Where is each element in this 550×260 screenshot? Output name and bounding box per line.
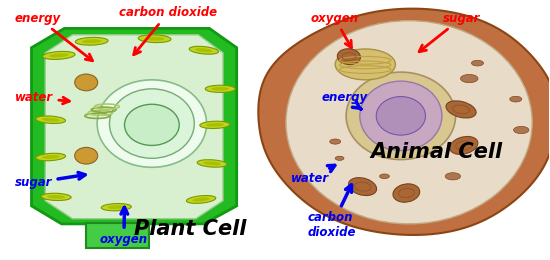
Circle shape (460, 74, 478, 83)
Ellipse shape (200, 121, 230, 128)
Ellipse shape (360, 81, 442, 151)
Ellipse shape (335, 49, 395, 80)
Ellipse shape (36, 116, 65, 124)
Ellipse shape (75, 147, 98, 164)
Ellipse shape (42, 118, 59, 122)
Ellipse shape (145, 37, 164, 41)
Text: energy: energy (15, 12, 92, 61)
Ellipse shape (138, 35, 171, 43)
Ellipse shape (49, 53, 69, 57)
Text: energy: energy (322, 91, 367, 109)
Ellipse shape (205, 85, 235, 93)
Ellipse shape (107, 205, 125, 209)
Text: Animal Cell: Animal Cell (370, 142, 503, 162)
Circle shape (510, 96, 522, 102)
Ellipse shape (82, 39, 102, 43)
Ellipse shape (376, 96, 426, 135)
Polygon shape (45, 35, 223, 219)
Text: sugar: sugar (15, 172, 85, 189)
Circle shape (514, 126, 529, 134)
Text: sugar: sugar (419, 12, 480, 52)
Ellipse shape (36, 153, 65, 161)
Ellipse shape (446, 101, 476, 118)
Ellipse shape (189, 46, 218, 54)
Ellipse shape (124, 104, 179, 145)
Ellipse shape (195, 48, 213, 52)
Ellipse shape (349, 178, 377, 196)
Text: oxygen: oxygen (100, 207, 148, 246)
Ellipse shape (101, 204, 131, 211)
Circle shape (445, 173, 460, 180)
Text: water: water (292, 165, 335, 185)
Ellipse shape (206, 123, 224, 127)
Bar (86, 223, 149, 248)
Ellipse shape (75, 74, 98, 91)
Ellipse shape (97, 80, 207, 167)
Polygon shape (258, 9, 550, 235)
Ellipse shape (346, 72, 455, 160)
Ellipse shape (450, 136, 478, 154)
Ellipse shape (75, 37, 108, 45)
Ellipse shape (286, 21, 532, 224)
Ellipse shape (211, 87, 229, 91)
Text: Plant Cell: Plant Cell (134, 219, 246, 239)
Text: oxygen: oxygen (311, 12, 359, 48)
Circle shape (329, 139, 340, 144)
Polygon shape (31, 28, 236, 224)
Ellipse shape (186, 196, 216, 203)
Circle shape (335, 156, 344, 160)
Ellipse shape (42, 155, 59, 159)
Ellipse shape (203, 161, 221, 165)
Ellipse shape (42, 51, 75, 60)
Text: carbon
dioxide: carbon dioxide (308, 185, 356, 239)
Text: water: water (15, 91, 69, 104)
Ellipse shape (197, 160, 227, 167)
Circle shape (379, 174, 389, 179)
Ellipse shape (109, 89, 194, 158)
Ellipse shape (41, 193, 71, 200)
Ellipse shape (337, 49, 360, 65)
Circle shape (471, 60, 483, 66)
Ellipse shape (192, 197, 210, 202)
Ellipse shape (393, 184, 420, 202)
Ellipse shape (47, 195, 65, 199)
Text: carbon dioxide: carbon dioxide (119, 6, 217, 55)
